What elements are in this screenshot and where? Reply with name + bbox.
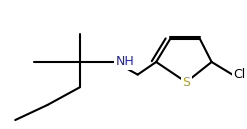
Text: NH: NH (116, 55, 134, 68)
Text: S: S (182, 76, 190, 89)
Text: Cl: Cl (234, 68, 246, 81)
